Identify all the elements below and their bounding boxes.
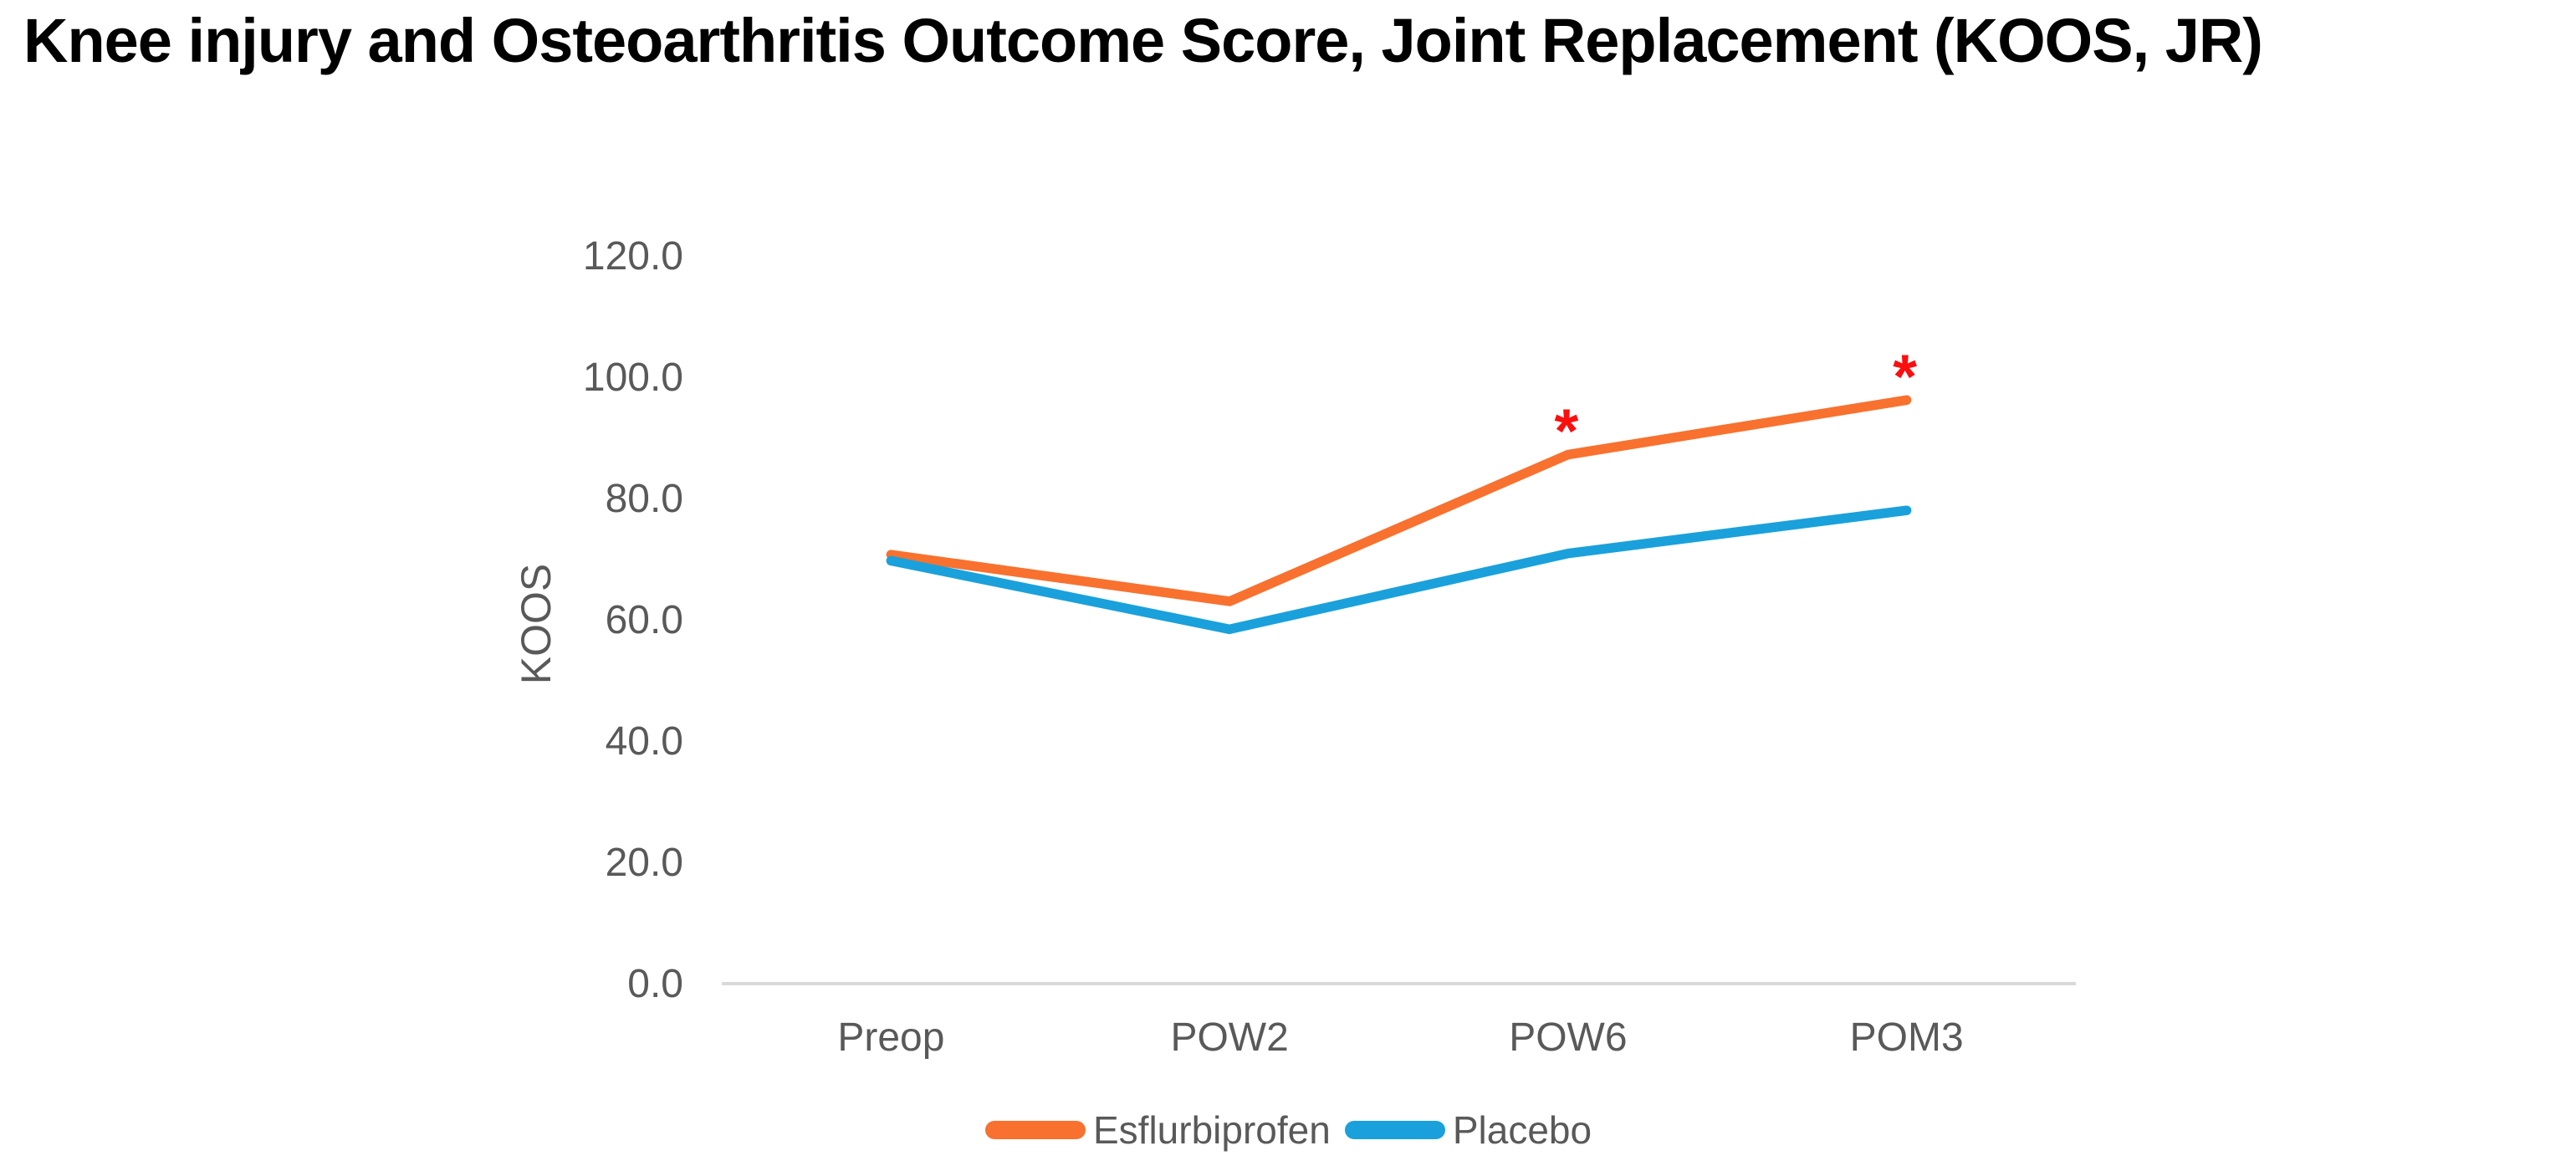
legend-label-placebo: Placebo	[1452, 1108, 1592, 1152]
chart-legend: Esflurbiprofen Placebo	[985, 1107, 1592, 1153]
significance-asterisk-pom3: *	[1893, 341, 1917, 411]
y-tick-label: 80.0	[606, 477, 683, 521]
x-category-label: POM3	[1850, 1015, 1964, 1060]
legend-item-placebo: Placebo	[1344, 1107, 1592, 1153]
significance-asterisk-pow6: *	[1554, 396, 1578, 466]
series-line-placebo	[886, 505, 1912, 635]
legend-label-esflurbiprofen: Esflurbiprofen	[1093, 1108, 1331, 1152]
legend-item-esflurbiprofen: Esflurbiprofen	[985, 1107, 1331, 1153]
chart-title: Knee injury and Osteoarthritis Outcome S…	[23, 6, 2263, 75]
y-tick-label: 60.0	[606, 598, 683, 642]
y-tick-label: 20.0	[606, 841, 683, 885]
x-category-label: POW6	[1509, 1015, 1627, 1060]
series-line-esflurbiprofen	[886, 395, 1912, 606]
y-tick-label: 0.0	[627, 962, 683, 1006]
y-tick-label: 100.0	[583, 355, 683, 400]
placebo-line-swatch-icon	[1344, 1121, 1445, 1139]
esflurbiprofen-line-swatch-icon	[985, 1121, 1086, 1139]
x-category-label: Preop	[837, 1015, 944, 1060]
y-axis-title: KOOS	[513, 564, 560, 684]
y-tick-label: 120.0	[583, 234, 683, 279]
y-tick-label: 40.0	[606, 719, 683, 764]
x-category-label: POW2	[1170, 1015, 1288, 1060]
